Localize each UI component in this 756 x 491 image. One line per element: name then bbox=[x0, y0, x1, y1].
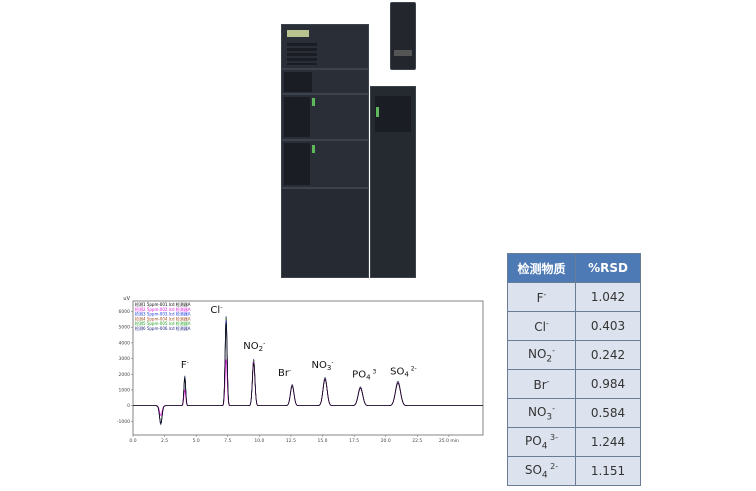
y-tick-label: 1000 bbox=[119, 388, 131, 394]
analyte-cell: NO3- bbox=[507, 398, 576, 428]
x-tick-label: 0.0 bbox=[129, 438, 136, 444]
x-tick-label: 5.0 bbox=[193, 438, 200, 444]
x-tick-label: 2.5 bbox=[161, 438, 168, 444]
analyte-name: NO3- bbox=[527, 403, 556, 423]
y-tick-label: 4000 bbox=[119, 340, 131, 346]
peak-label: Cl- bbox=[210, 304, 222, 316]
rsd-cell: 1.244 bbox=[575, 427, 641, 457]
rsd-cell: 1.151 bbox=[575, 456, 641, 486]
table-header-row: 检测物质 %RSD bbox=[507, 253, 641, 283]
header-rsd: %RSD bbox=[575, 253, 641, 283]
peak-label: F- bbox=[181, 359, 189, 371]
table-row: NO2- 0.242 bbox=[507, 340, 641, 370]
table-row: SO4 2- 1.151 bbox=[507, 456, 641, 486]
peak-label: NO3- bbox=[312, 359, 334, 372]
legend-entry: 检测3 5ppm-003.lcd 检测器A bbox=[135, 311, 191, 317]
legend-entry: 检测6 5ppm-006.lcd 检测器A bbox=[135, 325, 191, 331]
y-tick-label: -1000 bbox=[117, 419, 130, 425]
x-tick-label: 10.0 bbox=[254, 438, 264, 444]
rsd-cell: 0.984 bbox=[575, 369, 641, 399]
x-tick-label: 17.5 bbox=[349, 438, 359, 444]
x-tick-label: 22.5 bbox=[412, 438, 422, 444]
analyte-name: PO4 3- bbox=[525, 432, 558, 452]
analyte-name: SO4 2- bbox=[524, 461, 559, 481]
table-row: PO4 3- 1.244 bbox=[507, 427, 641, 457]
analyte-cell: Br- bbox=[507, 369, 576, 399]
rsd-cell: 0.584 bbox=[575, 398, 641, 428]
legend-entry: 检测1 5ppm-001.lcd 检测器A bbox=[135, 301, 191, 307]
table-row: Cl- 0.403 bbox=[507, 311, 641, 341]
plot-frame bbox=[132, 300, 484, 436]
small-module bbox=[390, 2, 416, 70]
table-row: Br- 0.984 bbox=[507, 369, 641, 399]
chromatogram-trace bbox=[133, 323, 483, 424]
x-tick-label: 12.5 bbox=[286, 438, 296, 444]
legend-entry: 检测2 5ppm-002.lcd 检测器A bbox=[135, 306, 191, 312]
peak-label: Br- bbox=[278, 367, 291, 379]
chromatogram-trace bbox=[133, 320, 483, 425]
analyte-name: Cl- bbox=[534, 318, 549, 334]
y-tick-label: 0 bbox=[127, 403, 130, 409]
analyte-name: F- bbox=[536, 289, 547, 305]
analyte-cell: NO2- bbox=[507, 340, 576, 370]
analyte-cell: SO4 2- bbox=[507, 456, 576, 486]
header-analyte: 检测物质 bbox=[507, 253, 576, 283]
table-row: F- 1.042 bbox=[507, 282, 641, 312]
lcd-display bbox=[287, 30, 309, 37]
rsd-cell: 1.042 bbox=[575, 282, 641, 312]
peak-label: SO4 2- bbox=[390, 365, 417, 378]
analyte-cell: PO4 3- bbox=[507, 427, 576, 457]
x-tick-label: 7.5 bbox=[224, 438, 231, 444]
peak-label: PO4 3 bbox=[352, 368, 376, 381]
chromatogram-chart: uV 6000 5000 4000 3000 2000 1000 0 -1000 0.0 2.5 5.… bbox=[117, 296, 484, 444]
x-tick-label: 20.0 bbox=[381, 438, 391, 444]
analyte-name: NO2- bbox=[527, 345, 556, 365]
base-module bbox=[281, 188, 369, 278]
y-tick-label: 5000 bbox=[119, 325, 131, 331]
analyte-name: Br- bbox=[533, 376, 550, 392]
chromatogram-trace bbox=[133, 317, 483, 425]
rsd-table: 检测物质 %RSD F- 1.042 Cl- 0.403 NO2- 0.242 Br- 0.9… bbox=[507, 253, 641, 486]
peak-label: NO2- bbox=[243, 340, 265, 353]
y-axis-label: uV bbox=[123, 296, 130, 302]
y-tick-label: 3000 bbox=[119, 356, 131, 362]
analyte-cell: F- bbox=[507, 282, 576, 312]
x-tick-label: 25.0 min bbox=[439, 438, 459, 444]
hplc-system-image bbox=[278, 0, 423, 280]
table-row: NO3- 0.584 bbox=[507, 398, 641, 428]
y-tick-label: 2000 bbox=[119, 372, 131, 378]
x-tick-label: 15.0 bbox=[318, 438, 328, 444]
analyte-cell: Cl- bbox=[507, 311, 576, 341]
chromatogram-trace bbox=[133, 319, 483, 425]
rsd-cell: 0.403 bbox=[575, 311, 641, 341]
y-tick-label: 6000 bbox=[119, 309, 131, 315]
legend-entry: 检测5 5ppm-005.lcd 检测器A bbox=[135, 320, 191, 326]
legend-entry: 检测4 5ppm-004.lcd 检测器A bbox=[135, 315, 191, 321]
rsd-cell: 0.242 bbox=[575, 340, 641, 370]
